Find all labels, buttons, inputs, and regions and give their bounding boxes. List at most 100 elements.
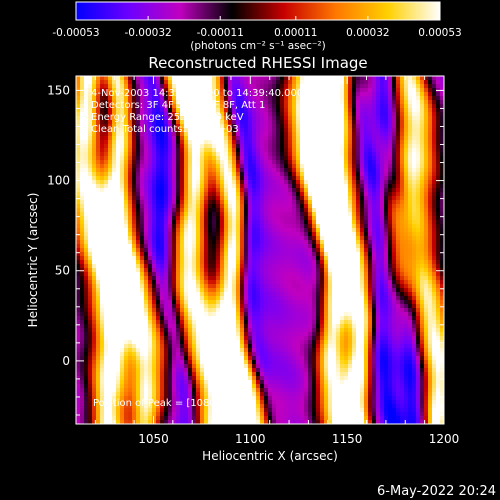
heatmap-cell (432, 280, 437, 285)
heatmap-cell (392, 180, 397, 185)
heatmap-cell (328, 236, 333, 241)
heatmap-cell (148, 76, 153, 81)
heatmap-cell (428, 172, 433, 177)
heatmap-cell (240, 96, 245, 101)
heatmap-cell (348, 172, 353, 177)
heatmap-cell (320, 224, 325, 229)
heatmap-cell (300, 244, 305, 249)
heatmap-cell (92, 240, 97, 245)
heatmap-cell (196, 248, 201, 253)
heatmap-cell (224, 204, 229, 209)
heatmap-cell (220, 204, 225, 209)
heatmap-cell (148, 244, 153, 249)
heatmap-cell (240, 284, 245, 289)
heatmap-cell (120, 220, 125, 225)
heatmap-cell (396, 220, 401, 225)
heatmap-cell (88, 216, 93, 221)
heatmap-cell (340, 236, 345, 241)
heatmap-cell (372, 184, 377, 189)
heatmap-cell (252, 200, 257, 205)
heatmap-cell (204, 268, 209, 273)
heatmap-cell (132, 212, 137, 217)
heatmap-cell (164, 112, 169, 117)
heatmap-cell (136, 260, 141, 265)
heatmap-cell (376, 264, 381, 269)
heatmap-cell (304, 84, 309, 89)
heatmap-cell (260, 100, 265, 105)
heatmap-cell (416, 244, 421, 249)
heatmap-cell (140, 124, 145, 129)
heatmap-cell (400, 136, 405, 141)
heatmap-cell (288, 208, 293, 213)
heatmap-cell (140, 288, 145, 293)
heatmap-cell (400, 88, 405, 93)
heatmap-cell (228, 112, 233, 117)
heatmap-cell (88, 108, 93, 113)
heatmap-cell (284, 144, 289, 149)
heatmap-cell (244, 88, 249, 93)
heatmap-cell (220, 200, 225, 205)
heatmap-cell (156, 216, 161, 221)
heatmap-cell (400, 232, 405, 237)
heatmap-cell (172, 288, 177, 293)
heatmap-cell (440, 220, 444, 225)
heatmap-cell (92, 280, 97, 285)
heatmap-cell (400, 184, 405, 189)
heatmap-cell (340, 240, 345, 245)
heatmap-cell (272, 212, 277, 217)
heatmap-cell (164, 224, 169, 229)
heatmap-cell (380, 108, 385, 113)
heatmap-cell (360, 240, 365, 245)
heatmap-cell (316, 272, 321, 277)
heatmap-cell (288, 160, 293, 165)
heatmap-cell (224, 280, 229, 285)
heatmap-cell (132, 156, 137, 161)
heatmap-cell (136, 240, 141, 245)
heatmap-cell (120, 120, 125, 125)
heatmap-cell (192, 224, 197, 229)
heatmap-cell (132, 236, 137, 241)
heatmap-cell (100, 84, 105, 89)
heatmap-cell (188, 164, 193, 169)
heatmap-cell (380, 248, 385, 253)
heatmap-cell (352, 236, 357, 241)
heatmap-cell (128, 176, 133, 181)
heatmap-cell (252, 272, 257, 277)
heatmap-cell (100, 288, 105, 293)
heatmap-cell (352, 188, 357, 193)
heatmap-cell (260, 176, 265, 181)
heatmap-cell (92, 160, 97, 165)
heatmap-cell (88, 252, 93, 257)
heatmap-cell (136, 192, 141, 197)
heatmap-cell (308, 264, 313, 269)
heatmap-cell (208, 120, 213, 125)
heatmap-cell (100, 76, 105, 81)
heatmap-cell (212, 252, 217, 257)
heatmap-cell (420, 112, 425, 117)
heatmap-cell (224, 232, 229, 237)
heatmap-cell (324, 124, 329, 129)
heatmap-cell (224, 136, 229, 141)
heatmap-cell (148, 96, 153, 101)
heatmap-cell (220, 232, 225, 237)
heatmap-cell (336, 180, 341, 185)
heatmap-cell (340, 264, 345, 269)
heatmap-cell (208, 136, 213, 141)
heatmap-cell (176, 104, 181, 109)
heatmap-cell (392, 168, 397, 173)
heatmap-cell (368, 164, 373, 169)
heatmap-cell (308, 120, 313, 125)
heatmap-cell (352, 276, 357, 281)
heatmap-cell (404, 84, 409, 89)
heatmap-cell (168, 212, 173, 217)
heatmap-cell (312, 268, 317, 273)
heatmap-cell (396, 188, 401, 193)
heatmap-cell (420, 144, 425, 149)
heatmap-cell (396, 112, 401, 117)
heatmap-cell (352, 176, 357, 181)
heatmap-cell (196, 156, 201, 161)
heatmap-cell (420, 224, 425, 229)
heatmap-cell (192, 124, 197, 129)
heatmap-cell (300, 112, 305, 117)
heatmap-cell (232, 204, 237, 209)
